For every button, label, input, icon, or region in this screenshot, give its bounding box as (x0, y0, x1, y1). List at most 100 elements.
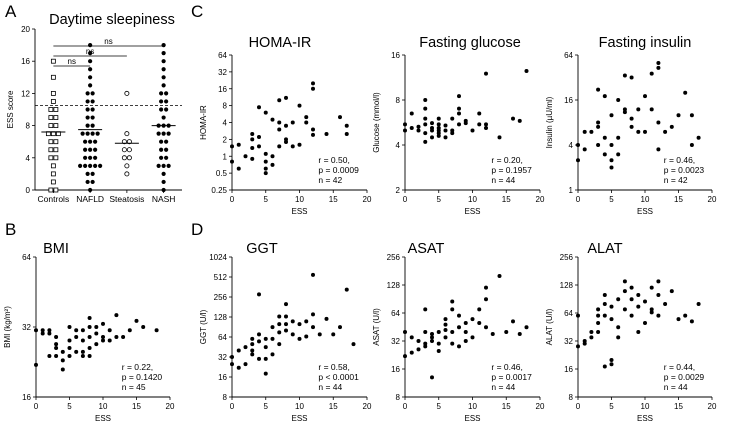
data-point (121, 155, 127, 161)
data-point (164, 139, 169, 144)
data-point (676, 113, 681, 118)
data-point (311, 272, 315, 277)
data-point (78, 163, 83, 168)
y-tick-label: 128 (387, 281, 401, 290)
data-point (576, 344, 580, 349)
data-point (450, 329, 455, 334)
data-point (53, 147, 59, 153)
panel-letter-d: D (191, 220, 203, 239)
data-point (297, 322, 302, 327)
data-point (409, 350, 414, 355)
data-point (60, 358, 65, 363)
data-point (311, 132, 315, 137)
data-point (236, 142, 241, 147)
data-point (250, 336, 255, 341)
data-point (416, 128, 421, 133)
data-point (98, 163, 103, 168)
data-point (270, 352, 275, 357)
data-point (649, 307, 654, 312)
data-point (48, 155, 54, 161)
chart-insulin: Fasting insulin 1 4 16 64 Insulin (µU/ml) 0 5 10… (545, 35, 717, 216)
data-point (596, 329, 601, 334)
data-point (304, 115, 309, 120)
y-tick-label: 64 (564, 51, 573, 60)
data-point (663, 129, 668, 134)
chart-title: Fasting glucose (419, 35, 521, 51)
y-tick-label: 8 (26, 122, 31, 131)
data-point (430, 135, 434, 140)
y-tick-label: 2 (396, 186, 401, 195)
data-point (80, 328, 85, 333)
data-point (88, 67, 93, 72)
data-point (629, 116, 634, 121)
stat-line-2: p = 0.1957 (491, 165, 532, 175)
data-point (629, 313, 634, 318)
stat-line-3: n = 45 (122, 382, 146, 392)
group-label-nash: NASH (152, 194, 176, 204)
panel-letter-b: B (5, 220, 16, 239)
data-point (166, 163, 171, 168)
y-tick-label: 1 (223, 152, 228, 161)
data-point (156, 163, 161, 168)
data-point (656, 61, 661, 66)
data-point (484, 125, 488, 130)
y-tick-label: 32 (564, 337, 573, 346)
data-point (304, 334, 309, 339)
data-point (443, 335, 448, 340)
data-point (263, 110, 268, 115)
y-tick-label: 4 (223, 119, 228, 128)
data-point (643, 299, 647, 304)
data-point (161, 115, 166, 120)
stat-line-2: p = 0.0009 (318, 165, 359, 175)
data-point (602, 94, 607, 99)
data-point (609, 113, 614, 118)
x-tick-label: 10 (468, 402, 477, 411)
chart-title: Daytime sleepiness (49, 12, 175, 28)
data-point (423, 131, 428, 136)
y-tick-label: 16 (218, 85, 227, 94)
data-point (159, 147, 164, 152)
data-point (609, 158, 614, 163)
data-point (50, 91, 56, 96)
data-point (94, 342, 99, 347)
data-point (90, 131, 95, 136)
data-point (696, 135, 701, 140)
data-point (127, 328, 132, 333)
data-point (504, 329, 509, 334)
data-point (596, 313, 601, 318)
data-point (477, 122, 482, 127)
data-point (656, 120, 661, 125)
data-point (54, 342, 59, 347)
y-axis-label: BMI (kg/m²) (3, 306, 12, 348)
data-point (94, 325, 99, 329)
data-point (159, 91, 164, 96)
data-point (290, 332, 295, 337)
data-point (88, 59, 93, 64)
x-tick-label: 15 (674, 402, 683, 411)
data-point (47, 354, 52, 359)
data-point (629, 297, 634, 302)
data-point (257, 332, 261, 337)
data-point (609, 357, 614, 362)
data-point (87, 354, 92, 359)
data-point (463, 339, 468, 343)
data-point (423, 116, 428, 121)
data-point (430, 125, 434, 130)
data-point (484, 325, 488, 330)
data-point (67, 345, 72, 350)
data-point (463, 329, 468, 334)
data-point (596, 124, 601, 129)
x-tick-label: 15 (674, 195, 683, 204)
data-point (93, 155, 98, 160)
data-point (317, 332, 322, 337)
data-point (83, 163, 88, 168)
data-point (669, 124, 674, 129)
data-point (90, 91, 95, 96)
data-point (156, 131, 161, 136)
data-point (161, 43, 166, 48)
data-point (484, 297, 488, 302)
data-point (53, 139, 59, 145)
data-point (457, 313, 461, 318)
data-point (609, 317, 614, 322)
data-point (67, 325, 72, 329)
